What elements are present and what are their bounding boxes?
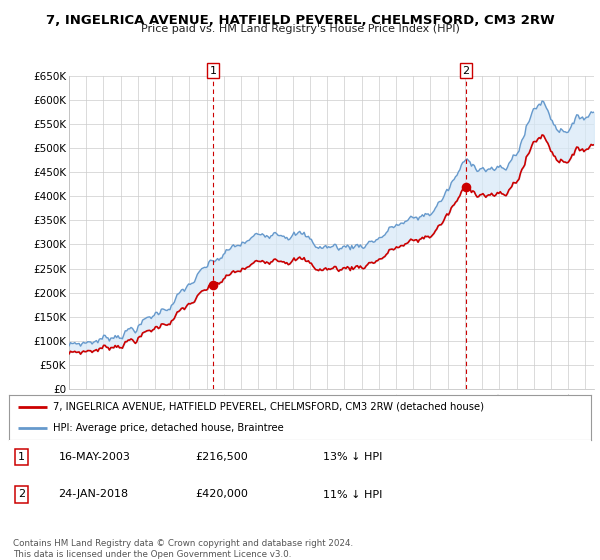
Text: £420,000: £420,000	[195, 489, 248, 500]
Text: 11% ↓ HPI: 11% ↓ HPI	[323, 489, 383, 500]
Text: 7, INGELRICA AVENUE, HATFIELD PEVEREL, CHELMSFORD, CM3 2RW: 7, INGELRICA AVENUE, HATFIELD PEVEREL, C…	[46, 14, 554, 27]
Text: 2: 2	[463, 66, 470, 76]
Text: 1: 1	[19, 452, 25, 462]
Text: 7, INGELRICA AVENUE, HATFIELD PEVEREL, CHELMSFORD, CM3 2RW (detached house): 7, INGELRICA AVENUE, HATFIELD PEVEREL, C…	[53, 402, 484, 412]
Text: 13% ↓ HPI: 13% ↓ HPI	[323, 452, 383, 462]
Text: £216,500: £216,500	[195, 452, 248, 462]
Point	[208, 280, 218, 289]
Text: Price paid vs. HM Land Registry's House Price Index (HPI): Price paid vs. HM Land Registry's House …	[140, 24, 460, 34]
Point	[461, 182, 471, 191]
Text: Contains HM Land Registry data © Crown copyright and database right 2024.
This d: Contains HM Land Registry data © Crown c…	[13, 539, 353, 559]
Text: HPI: Average price, detached house, Braintree: HPI: Average price, detached house, Brai…	[53, 422, 283, 432]
Text: 16-MAY-2003: 16-MAY-2003	[58, 452, 130, 462]
Text: 1: 1	[209, 66, 217, 76]
Text: 2: 2	[18, 489, 25, 500]
Text: 24-JAN-2018: 24-JAN-2018	[58, 489, 128, 500]
